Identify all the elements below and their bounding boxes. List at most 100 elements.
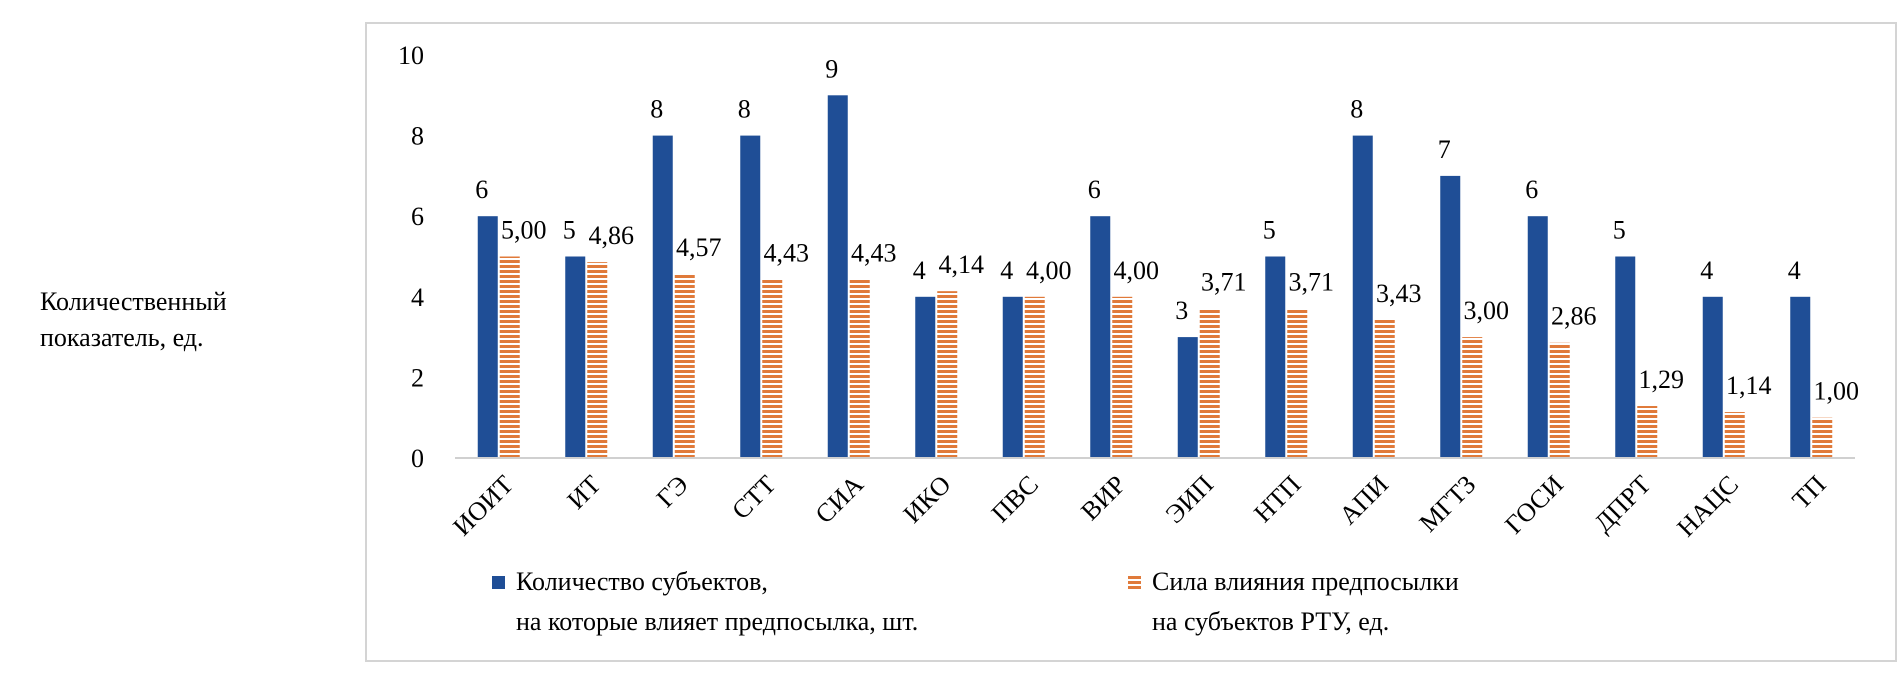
y-tick-label: 2 bbox=[411, 363, 424, 392]
data-label-count: 4 bbox=[1788, 256, 1801, 285]
bar-count bbox=[1615, 256, 1636, 458]
x-category-label: ИОИТ bbox=[447, 470, 519, 542]
data-label-strength: 3,43 bbox=[1376, 279, 1422, 308]
x-category-label: СТТ bbox=[726, 470, 781, 525]
x-category-label: ИТ bbox=[561, 470, 606, 515]
bar-count bbox=[1527, 216, 1548, 458]
bar-count bbox=[1702, 296, 1723, 458]
x-category-label: ЭИП bbox=[1160, 470, 1219, 529]
bar-strength bbox=[499, 256, 520, 458]
bar-strength bbox=[1199, 308, 1220, 458]
data-label-strength: 3,71 bbox=[1201, 267, 1247, 296]
data-label-count: 8 bbox=[650, 95, 663, 124]
category-labels: ИОИТ ИТ ГЭ СТТ СИА ИКО ПВС ВИР ЭИП НТП АПИ МГТЗ ГОСИ… bbox=[447, 470, 1831, 543]
data-label-count: 8 bbox=[738, 95, 751, 124]
x-category-label: АПИ bbox=[1334, 470, 1394, 530]
data-label-strength: 3,00 bbox=[1464, 296, 1510, 325]
bar-strength bbox=[1374, 319, 1395, 458]
y-tick-label: 10 bbox=[398, 41, 424, 70]
data-label-count: 5 bbox=[563, 216, 576, 245]
bar-count bbox=[1352, 135, 1373, 458]
data-label-strength: 1,14 bbox=[1726, 371, 1772, 400]
bar-strength bbox=[1724, 412, 1745, 458]
chart-frame bbox=[365, 22, 1897, 662]
bar-count bbox=[477, 216, 498, 458]
legend-label-strength-line-2: на субъектов РТУ, ед. bbox=[1152, 607, 1390, 636]
bar-count bbox=[1177, 337, 1198, 458]
bar-strength bbox=[937, 291, 958, 458]
legend-label-strength-line-1: Сила влияния предпосылки bbox=[1152, 567, 1459, 596]
bar-count bbox=[652, 135, 673, 458]
bar-count bbox=[565, 256, 586, 458]
bar-count bbox=[1090, 216, 1111, 458]
data-label-strength: 1,00 bbox=[1814, 377, 1860, 406]
data-label-count: 4 bbox=[1000, 256, 1013, 285]
bar-strength bbox=[849, 279, 870, 458]
data-label-strength: 4,14 bbox=[939, 250, 985, 279]
y-tick-label: 8 bbox=[411, 122, 424, 151]
data-label-count: 4 bbox=[913, 256, 926, 285]
data-label-strength: 4,00 bbox=[1026, 256, 1072, 285]
bar-strength bbox=[762, 279, 783, 458]
data-label-count: 6 bbox=[475, 175, 488, 204]
data-label-count: 5 bbox=[1263, 216, 1276, 245]
x-category-label: НТП bbox=[1248, 470, 1306, 528]
bar-count bbox=[1440, 175, 1461, 458]
bar-strength bbox=[1812, 417, 1833, 458]
x-category-label: ТП bbox=[1786, 470, 1831, 515]
y-axis-label-line-1: Количественный bbox=[40, 287, 227, 316]
bar-count bbox=[1002, 296, 1023, 458]
bar-strength bbox=[1024, 296, 1045, 458]
y-tick-label: 0 bbox=[411, 444, 424, 473]
data-label-strength: 3,71 bbox=[1289, 267, 1335, 296]
y-tick-label: 4 bbox=[411, 283, 424, 312]
data-label-strength: 4,57 bbox=[676, 233, 722, 262]
x-category-label: ДПРТ bbox=[1588, 470, 1656, 538]
data-label-count: 4 bbox=[1700, 256, 1713, 285]
bar-strength bbox=[1287, 308, 1308, 458]
x-category-label: НАЦС bbox=[1671, 470, 1744, 543]
bar-strength bbox=[1112, 296, 1133, 458]
bar-strength bbox=[674, 273, 695, 458]
legend-swatch-strength bbox=[1128, 576, 1141, 589]
y-tick-label: 6 bbox=[411, 202, 424, 231]
data-label-strength: 4,43 bbox=[764, 238, 810, 267]
data-label-count: 6 bbox=[1088, 175, 1101, 204]
y-axis-ticks: 0 2 4 6 8 10 bbox=[398, 41, 424, 473]
data-label-strength: 4,86 bbox=[589, 221, 635, 250]
x-category-label: ГЭ bbox=[651, 470, 694, 513]
bar-strength bbox=[1637, 406, 1658, 458]
data-label-count: 9 bbox=[825, 54, 838, 83]
bar-count bbox=[1790, 296, 1811, 458]
data-label-strength: 1,29 bbox=[1639, 365, 1685, 394]
data-label-count: 8 bbox=[1350, 95, 1363, 124]
data-labels: 6 5,00 5 4,86 8 4,57 8 4,43 9 4,43 4 4,14 4 4,00 6 4,00… bbox=[475, 54, 1859, 405]
bar-count bbox=[827, 95, 848, 459]
data-label-count: 6 bbox=[1525, 175, 1538, 204]
x-category-label: СИА bbox=[810, 470, 869, 529]
bars bbox=[477, 95, 1833, 459]
x-category-label: ПВС bbox=[986, 470, 1044, 528]
bar-count bbox=[915, 296, 936, 458]
bar-count bbox=[1265, 256, 1286, 458]
data-label-count: 7 bbox=[1438, 135, 1451, 164]
data-label-strength: 4,43 bbox=[851, 238, 897, 267]
x-category-label: ИКО bbox=[898, 470, 957, 529]
legend-label-count-line-2: на которые влияет предпосылка, шт. bbox=[516, 607, 919, 636]
legend-label-count-line-1: Количество субъектов, bbox=[516, 567, 768, 596]
data-label-strength: 4,00 bbox=[1114, 256, 1160, 285]
bar-strength bbox=[1549, 342, 1570, 458]
data-label-strength: 5,00 bbox=[501, 216, 547, 245]
y-axis-label-line-2: показатель, ед. bbox=[40, 323, 204, 352]
data-label-count: 3 bbox=[1175, 296, 1188, 325]
bar-strength bbox=[1462, 337, 1483, 458]
bar-strength bbox=[587, 262, 608, 458]
x-category-label: ГОСИ bbox=[1499, 470, 1569, 540]
x-category-label: МГТЗ bbox=[1414, 470, 1482, 538]
data-label-count: 5 bbox=[1613, 216, 1626, 245]
legend-swatch-count bbox=[492, 576, 505, 589]
data-label-strength: 2,86 bbox=[1551, 302, 1597, 331]
y-axis-label: Количественный показатель, ед. bbox=[40, 284, 320, 356]
x-category-label: ВИР bbox=[1075, 470, 1131, 526]
